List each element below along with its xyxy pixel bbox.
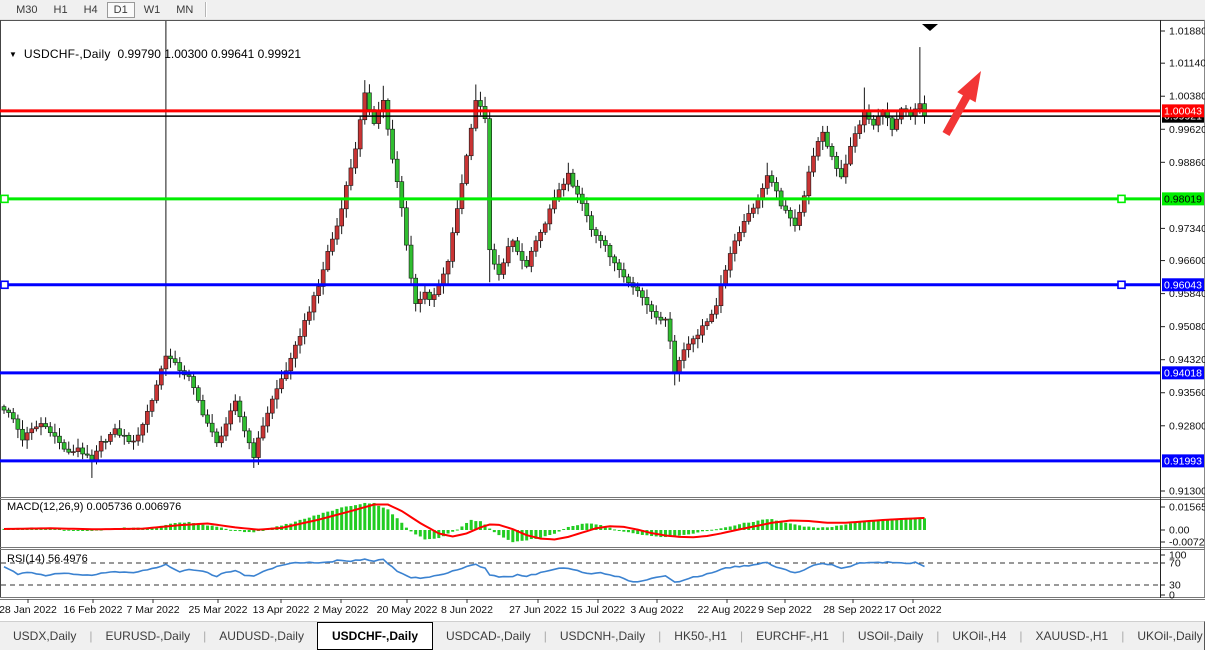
price-badge bbox=[1162, 278, 1204, 292]
tab-usdchf-daily[interactable]: USDCHF-,Daily bbox=[316, 622, 433, 650]
dropdown-icon[interactable]: ▼ bbox=[9, 49, 17, 59]
tab-separator: | bbox=[1121, 629, 1125, 643]
tab-separator: | bbox=[543, 629, 547, 643]
tab-hk50-h1[interactable]: HK50-,H1 bbox=[674, 629, 727, 643]
line-handle[interactable] bbox=[0, 194, 9, 204]
rsi-axis-label: 100 bbox=[1169, 550, 1187, 562]
date-label: 9 Sep 2022 bbox=[758, 604, 812, 616]
rsi-pane bbox=[1, 558, 1160, 586]
tab-usdx-daily[interactable]: USDX,Daily bbox=[13, 629, 77, 643]
tab-separator: | bbox=[841, 629, 845, 643]
rsi-axis-label: 0 bbox=[1169, 590, 1175, 602]
price-tick-label: 1.01140 bbox=[1169, 58, 1205, 70]
rsi-label: RSI(14) 56.4976 bbox=[7, 553, 88, 565]
timeframe-button-5[interactable]: 5 bbox=[0, 2, 7, 18]
price-tick-label: 0.91300 bbox=[1169, 486, 1205, 498]
toolbar-separator bbox=[205, 2, 207, 17]
date-label: 8 Jun 2022 bbox=[441, 604, 493, 616]
price-tick-label: 0.93560 bbox=[1169, 387, 1205, 399]
timeframe-toolbar: 5 M30 H1 H4 D1 W1 MN bbox=[0, 0, 1205, 20]
tab-separator: | bbox=[739, 629, 744, 643]
date-label: 7 Mar 2022 bbox=[126, 604, 179, 616]
line-handle[interactable] bbox=[1117, 280, 1126, 290]
date-label: 15 Jul 2022 bbox=[571, 604, 625, 616]
price-tick-label: 0.99620 bbox=[1169, 124, 1205, 136]
tab-separator: | bbox=[203, 629, 207, 643]
date-label: 13 Apr 2022 bbox=[253, 604, 310, 616]
date-label: 16 Feb 2022 bbox=[64, 604, 123, 616]
rsi-axis-label: 70 bbox=[1169, 558, 1181, 570]
macd-label: MACD(12,26,9) 0.005736 0.006976 bbox=[7, 501, 182, 513]
timeframe-button-mn[interactable]: MN bbox=[176, 3, 194, 16]
date-label: 2 May 2022 bbox=[314, 604, 369, 616]
tab-separator: | bbox=[89, 629, 93, 643]
up-arrow-annotation[interactable] bbox=[942, 71, 981, 136]
chart-window: 1.01880 1.01140 1.00380 0.99620 0.98860 0.973… bbox=[0, 20, 1205, 621]
price-tick-label: 1.00380 bbox=[1169, 91, 1205, 103]
price-tick-label: 0.95080 bbox=[1169, 321, 1205, 333]
date-axis: 28 Jan 2022 16 Feb 2022 7 Mar 2022 25 Mar 2… bbox=[0, 599, 942, 616]
macd-pane bbox=[2, 502, 926, 543]
price-tick-label: 1.01880 bbox=[1169, 26, 1205, 38]
tab-xauusd-h1[interactable]: XAUUSD-,H1 bbox=[1035, 629, 1109, 643]
macd-axis-label: 0.015654 bbox=[1169, 502, 1205, 514]
tab-usdcad-daily[interactable]: USDCAD-,Daily bbox=[446, 629, 531, 643]
rsi-axis-label: 30 bbox=[1169, 580, 1181, 592]
line-handle[interactable] bbox=[0, 280, 9, 290]
timeframe-button-h4[interactable]: H4 bbox=[83, 3, 98, 16]
macd-axis-label: 0.00 bbox=[1169, 525, 1190, 537]
date-label: 28 Sep 2022 bbox=[823, 604, 883, 616]
tab-usoil-daily[interactable]: USOil-,Daily bbox=[857, 629, 924, 643]
timeframe-button-m30[interactable]: M30 bbox=[16, 3, 38, 16]
date-label: 22 Aug 2022 bbox=[698, 604, 757, 616]
date-label: 3 Aug 2022 bbox=[630, 604, 683, 616]
line-handle[interactable] bbox=[1117, 194, 1126, 204]
timeframe-button-d1[interactable]: D1 bbox=[106, 1, 135, 18]
price-badge bbox=[1162, 366, 1204, 380]
chart-canvas[interactable]: 1.01880 1.01140 1.00380 0.99620 0.98860 0.973… bbox=[0, 20, 1205, 650]
price-badge bbox=[1162, 192, 1204, 206]
tab-eurusd-daily[interactable]: EURUSD-,Daily bbox=[105, 629, 191, 643]
date-label: 28 Jan 2022 bbox=[0, 604, 57, 616]
tab-audusd-daily[interactable]: AUDUSD-,Daily bbox=[219, 629, 304, 643]
tab-eurchf-h1[interactable]: EURCHF-,H1 bbox=[756, 629, 829, 643]
tab-ukoil-h4[interactable]: UKOil-,H4 bbox=[952, 629, 1007, 643]
tab-separator: | bbox=[936, 629, 940, 643]
price-badge-label: 1.00043 bbox=[1164, 105, 1202, 117]
macd-signal-line bbox=[3, 503, 925, 541]
timeframe-button-h1[interactable]: H1 bbox=[53, 3, 68, 16]
price-badge bbox=[1162, 104, 1204, 118]
price-badge-label: 0.98019 bbox=[1164, 193, 1202, 205]
date-label: 17 Oct 2022 bbox=[884, 604, 941, 616]
price-tick-label: 0.98860 bbox=[1169, 157, 1205, 169]
date-label: 25 Mar 2022 bbox=[189, 604, 248, 616]
price-badge-label: 0.91993 bbox=[1164, 455, 1202, 467]
price-axis: 1.01880 1.01140 1.00380 0.99620 0.98860 0.973… bbox=[1160, 26, 1205, 498]
tab-separator: | bbox=[658, 629, 662, 643]
price-tick-label: 0.94320 bbox=[1169, 354, 1205, 366]
high-marker-icon bbox=[922, 24, 938, 31]
tab-usdcnh-daily[interactable]: USDCNH-,Daily bbox=[559, 629, 646, 643]
timeframe-button-w1[interactable]: W1 bbox=[143, 3, 161, 16]
date-label: 27 Jun 2022 bbox=[509, 604, 567, 616]
symbol-tab-bar: USDX,Daily | EURUSD-,Daily | AUDUSD-,Daily US… bbox=[0, 621, 1205, 650]
ohlc-values: 0.99790 1.00300 0.99641 0.99921 bbox=[117, 47, 302, 61]
candles bbox=[1, 21, 927, 478]
price-badge-label: 0.94018 bbox=[1164, 367, 1202, 379]
tab-separator: | bbox=[1019, 629, 1023, 643]
macd-axis-label: -0.007258 bbox=[1169, 537, 1205, 549]
price-badge bbox=[1162, 454, 1204, 468]
rsi-line bbox=[3, 558, 925, 583]
chart-title: ▼ USDCHF-,Daily 0.99790 1.00300 0.99641 … bbox=[9, 47, 301, 61]
price-tick-label: 0.97340 bbox=[1169, 223, 1205, 235]
tab-ukoil-daily[interactable]: UKOil-,Daily bbox=[1137, 629, 1203, 643]
price-tick-label: 0.92800 bbox=[1169, 420, 1205, 432]
price-badge-label: 0.96043 bbox=[1164, 279, 1202, 291]
price-tick-label: 0.96600 bbox=[1169, 255, 1205, 267]
date-label: 20 May 2022 bbox=[377, 604, 438, 616]
symbol-name: USDCHF-,Daily bbox=[23, 47, 111, 61]
